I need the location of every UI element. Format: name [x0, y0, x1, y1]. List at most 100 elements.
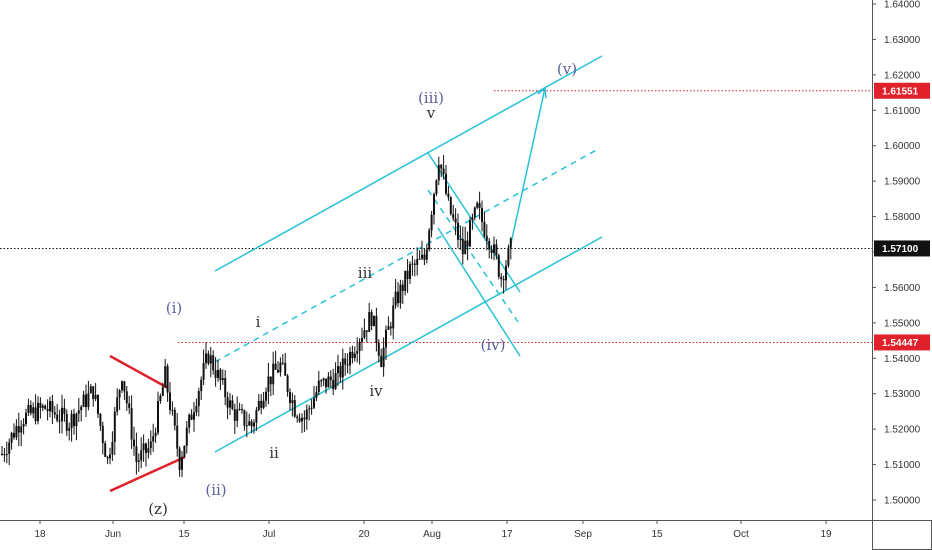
wave-label: (ii)	[205, 481, 226, 499]
candle-body	[413, 263, 416, 265]
candle-body	[322, 378, 325, 381]
candle-body	[41, 405, 44, 408]
x-tick-label: Aug	[423, 529, 441, 540]
candle-body	[233, 409, 236, 421]
candle-body	[58, 420, 61, 422]
candle-body	[305, 409, 308, 420]
candle-body	[298, 418, 301, 422]
y-tick-label: 1.60000	[884, 141, 921, 152]
candle-body	[183, 445, 186, 457]
y-tick-label: 1.53000	[884, 389, 921, 400]
y-tick-label: 1.64000	[884, 0, 921, 11]
candle-body	[219, 369, 222, 381]
y-tick-label: 1.58000	[884, 212, 921, 223]
candle-body	[253, 422, 255, 427]
candle-body	[130, 408, 133, 440]
candle-body	[433, 193, 435, 215]
candle-body	[440, 164, 443, 169]
wave-label: (v)	[557, 60, 577, 78]
price-tag	[874, 240, 930, 257]
candle-body	[5, 454, 8, 456]
candle-body	[241, 409, 243, 411]
wave-label: iv	[369, 382, 383, 400]
candle-body	[452, 213, 455, 219]
x-tick-label: 18	[34, 529, 46, 540]
candle-body	[109, 454, 111, 459]
price-tag-label: 1.61551	[882, 86, 919, 97]
candle-body	[262, 400, 265, 408]
candle-body	[34, 407, 37, 422]
candle-body	[344, 358, 347, 365]
candle-body	[89, 386, 92, 394]
projection-line	[509, 87, 546, 249]
candle-body	[243, 410, 246, 426]
candle-body	[118, 390, 121, 398]
candle-body	[85, 394, 87, 408]
candle-body	[493, 244, 495, 253]
candle-body	[164, 366, 167, 388]
axis-corner-box[interactable]	[872, 520, 932, 550]
candle-body	[128, 403, 131, 409]
candle-body	[332, 380, 335, 389]
candle-body	[53, 412, 56, 415]
candle-body	[382, 347, 385, 367]
candle-body	[166, 366, 169, 393]
candle-body	[279, 362, 282, 373]
candle-body	[56, 414, 59, 421]
candle-body	[106, 456, 109, 459]
candles	[1, 155, 512, 478]
candle-body	[61, 407, 63, 422]
candle-body	[339, 366, 342, 378]
x-tick-label: 15	[178, 529, 190, 540]
channel-lines	[214, 55, 603, 453]
candle-body	[157, 401, 159, 433]
candle-body	[341, 358, 344, 378]
candle-body	[490, 249, 493, 253]
candle-body	[481, 208, 483, 222]
candle-body	[349, 351, 351, 366]
candle-body	[231, 400, 234, 410]
candle-body	[406, 270, 409, 279]
candle-body	[226, 397, 229, 408]
candle-body	[303, 417, 306, 420]
y-tick-label: 1.50000	[884, 496, 921, 507]
candle-body	[401, 284, 404, 291]
candle-body	[423, 254, 426, 260]
candle-body	[209, 355, 212, 364]
x-axis[interactable]: 18 Jun 15 Jul 20 Aug 17 Sep 15 Oct 19	[0, 520, 932, 550]
candle-body	[428, 230, 431, 250]
candle-body	[346, 364, 349, 366]
candle-body	[111, 441, 114, 455]
candle-body	[361, 337, 363, 342]
candle-body	[373, 315, 375, 327]
candle-body	[161, 387, 164, 396]
candle-body	[20, 426, 23, 433]
candle-body	[15, 426, 18, 438]
candle-body	[411, 263, 414, 265]
candle-body	[418, 258, 421, 260]
candle-body	[387, 326, 390, 330]
candle-body	[8, 442, 11, 455]
candle-body	[46, 408, 49, 412]
candle-body	[92, 386, 95, 400]
candle-body	[3, 454, 6, 456]
candle-body	[94, 394, 97, 400]
candle-body	[87, 393, 90, 408]
x-tick-label: Oct	[733, 529, 749, 540]
candle-body	[49, 401, 51, 412]
candle-body	[178, 448, 181, 470]
y-tick-label: 1.56000	[884, 283, 921, 294]
candle-body	[101, 425, 104, 444]
candle-body	[296, 416, 299, 419]
wave-label: v	[426, 104, 436, 122]
wedge-mid-line	[427, 189, 519, 323]
candle-body	[44, 405, 47, 409]
candle-body	[65, 413, 68, 431]
y-tick-label: 1.61000	[884, 106, 921, 117]
y-axis[interactable]: 1.64000 1.63000 1.62000 1.61000 1.60000 1.590…	[872, 0, 932, 550]
candle-body	[205, 353, 207, 364]
candle-body	[445, 173, 447, 194]
candle-body	[497, 255, 500, 277]
